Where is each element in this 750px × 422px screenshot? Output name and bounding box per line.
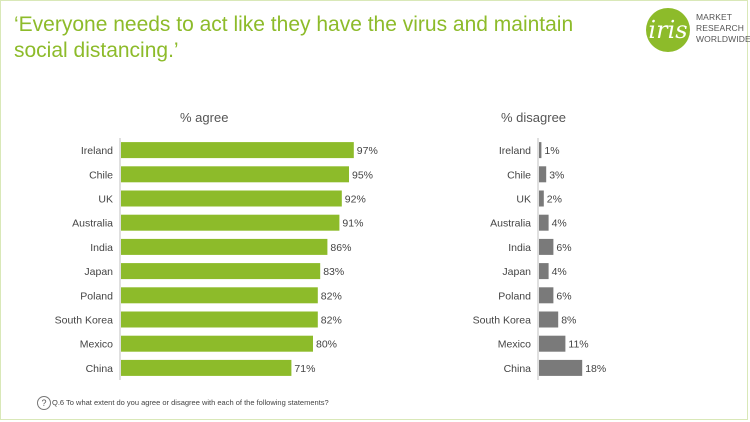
agree-chart-title: % agree (180, 110, 229, 125)
footnote: Q.6 To what extent do you agree or disag… (52, 398, 329, 407)
disagree-bar (539, 311, 559, 328)
agree-value-label: 91% (342, 218, 363, 230)
agree-bar (121, 142, 354, 159)
agree-bar (121, 311, 318, 328)
agree-category-label: Poland (80, 290, 113, 302)
agree-category-label: China (86, 363, 114, 375)
agree-bar (121, 263, 321, 280)
disagree-category-label: Japan (502, 266, 531, 278)
agree-value-label: 82% (321, 315, 342, 327)
agree-bar (121, 238, 328, 255)
disagree-value-label: 6% (556, 242, 571, 254)
disagree-category-label: Ireland (499, 145, 531, 157)
disagree-category-label: Poland (498, 290, 531, 302)
agree-category-label: India (90, 242, 113, 254)
agree-value-label: 95% (352, 169, 373, 181)
disagree-value-label: 4% (552, 218, 567, 230)
agree-chart: Ireland 97% Chile 95% UK 92% Australia 91% India… (55, 138, 378, 380)
disagree-value-label: 6% (556, 290, 571, 302)
agree-category-label: UK (98, 194, 113, 206)
disagree-bar (539, 263, 549, 280)
agree-bar (121, 287, 318, 304)
agree-category-label: Japan (84, 266, 113, 278)
agree-bar (121, 214, 340, 231)
disagree-category-label: UK (516, 194, 531, 206)
logo-line-2: RESEARCH (696, 23, 745, 33)
agree-bar (121, 335, 313, 352)
disagree-category-label: Mexico (498, 339, 531, 351)
agree-category-label: South Korea (55, 315, 114, 327)
disagree-bar (539, 142, 542, 159)
agree-category-label: Mexico (80, 339, 113, 351)
agree-value-label: 82% (321, 290, 342, 302)
logo-line-1: MARKET (696, 12, 733, 22)
disagree-chart: Ireland 1% Chile 3% UK 2% Australia 4% India 6% Ja… (473, 138, 606, 380)
disagree-bar (539, 335, 566, 352)
agree-value-label: 83% (323, 266, 344, 278)
disagree-bar (539, 287, 554, 304)
disagree-value-label: 8% (561, 315, 576, 327)
disagree-bar (539, 214, 549, 231)
disagree-value-label: 3% (549, 169, 564, 181)
disagree-value-label: 4% (552, 266, 567, 278)
agree-value-label: 71% (294, 363, 315, 375)
logo-mark: iris (646, 8, 690, 52)
slide-title: ‘Everyone needs to act like they have th… (14, 13, 574, 62)
agree-category-label: Australia (72, 218, 113, 230)
agree-category-label: Chile (89, 169, 113, 181)
disagree-category-label: Chile (507, 169, 531, 181)
disagree-bar (539, 190, 544, 207)
agree-value-label: 86% (330, 242, 351, 254)
logo-line-3: WORLDWIDE (696, 34, 750, 44)
disagree-category-label: China (504, 363, 532, 375)
agree-value-label: 92% (345, 194, 366, 206)
iris-logo: iris MARKET RESEARCH WORLDWIDE (646, 8, 750, 54)
disagree-bar (539, 166, 547, 183)
disagree-value-label: 11% (568, 339, 588, 351)
agree-category-label: Ireland (81, 145, 113, 157)
agree-value-label: 97% (357, 145, 378, 157)
disagree-category-label: India (508, 242, 531, 254)
disagree-value-label: 1% (544, 145, 559, 157)
agree-bar (121, 190, 342, 207)
disagree-category-label: Australia (490, 218, 531, 230)
disagree-bar (539, 359, 583, 376)
question-circle-icon: ? (37, 396, 51, 410)
disagree-value-label: 18% (585, 363, 606, 375)
agree-value-label: 80% (316, 339, 337, 351)
logo-text: MARKET RESEARCH WORLDWIDE (696, 12, 750, 45)
disagree-chart-title: % disagree (501, 110, 567, 125)
agree-bar (121, 166, 349, 183)
disagree-category-label: South Korea (473, 315, 532, 327)
disagree-value-label: 2% (547, 194, 562, 206)
agree-bar (121, 359, 292, 376)
disagree-bar (539, 238, 554, 255)
